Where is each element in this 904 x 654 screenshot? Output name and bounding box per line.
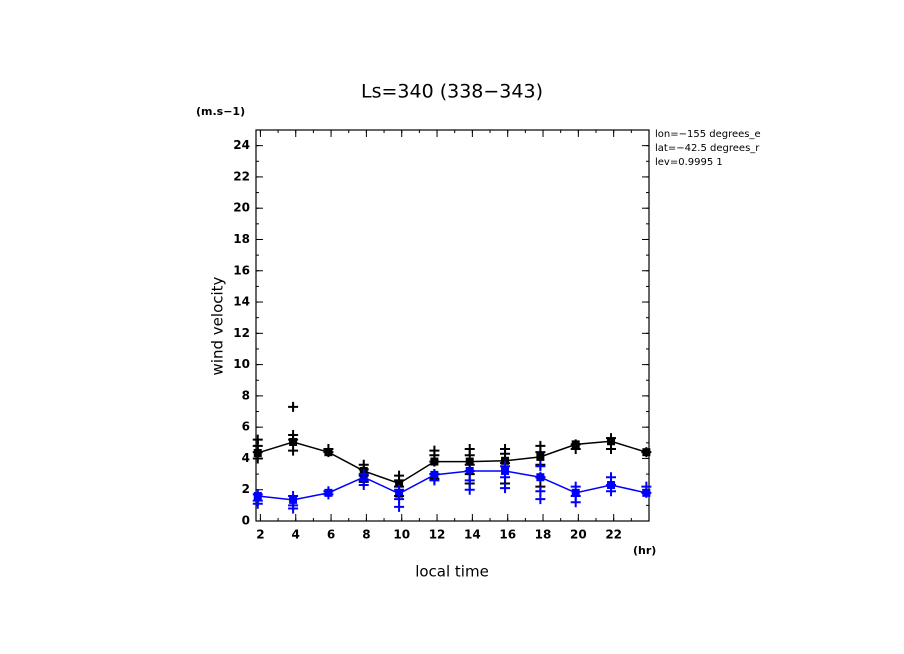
plus-marker [464, 484, 475, 495]
plus-marker [535, 461, 546, 472]
y-tick-label: 24 [233, 138, 250, 152]
y-axis-label: wind velocity [209, 276, 227, 375]
plus-marker [252, 498, 263, 509]
y-tick-label: 4 [242, 451, 250, 465]
x-tick-label: 22 [605, 528, 622, 542]
plus-marker [464, 475, 475, 486]
chart-title: Ls=340 (338−343) [361, 81, 543, 103]
plus-marker [429, 475, 440, 486]
x-tick-label: 12 [429, 528, 446, 542]
y-tick-label: 22 [233, 169, 250, 183]
plus-marker [500, 483, 511, 494]
y-tick-label: 12 [233, 326, 250, 340]
plus-marker [641, 447, 652, 458]
x-tick-label: 4 [292, 528, 300, 542]
series-line [257, 470, 647, 501]
plus-marker [500, 472, 511, 483]
series-line [257, 440, 647, 485]
x-tick-label: 16 [499, 528, 516, 542]
y-tick-label: 20 [233, 201, 250, 215]
plus-marker [535, 447, 546, 458]
y-tick-label: 10 [233, 357, 250, 371]
x-tick-label: 10 [393, 528, 410, 542]
plus-marker [570, 444, 581, 455]
plus-marker [288, 490, 299, 501]
x-tick-label: 14 [464, 528, 481, 542]
plus-marker [535, 494, 546, 505]
x-tick-label: 18 [535, 528, 552, 542]
plus-marker [288, 434, 299, 445]
plus-marker [323, 447, 334, 458]
y-tick-label: 6 [242, 420, 250, 434]
y-tick-label: 16 [233, 263, 250, 277]
y-tick-label: 0 [242, 514, 250, 528]
annotation: lon=−155 degrees_e [655, 129, 761, 140]
y-tick-label: 14 [233, 295, 250, 309]
plus-marker [570, 481, 581, 492]
y-tick-label: 8 [242, 388, 250, 402]
x-axis-label: local time [415, 563, 489, 581]
plus-marker [500, 461, 511, 472]
x-tick-label: 20 [570, 528, 587, 542]
plus-marker [429, 456, 440, 467]
plus-marker [606, 444, 617, 455]
plus-marker [464, 450, 475, 461]
plus-marker [535, 472, 546, 483]
plus-marker [606, 486, 617, 497]
plus-marker [358, 480, 369, 491]
plus-marker [464, 465, 475, 476]
plus-marker [606, 433, 617, 444]
x-tick-label: 6 [327, 528, 335, 542]
plus-marker [323, 489, 334, 500]
plus-marker [500, 448, 511, 459]
plus-marker [288, 503, 299, 514]
annotation: lev=0.9995 1 [655, 157, 723, 168]
plus-marker [570, 497, 581, 508]
plus-marker [252, 434, 263, 445]
annotation: lat=−42.5 degrees_r [655, 143, 760, 154]
y-tick-label: 2 [242, 482, 250, 496]
x-unit: (hr) [633, 544, 656, 557]
plus-marker [641, 487, 652, 498]
annotations: lon=−155 degrees_e lat=−42.5 degrees_r l… [655, 129, 761, 168]
plus-marker [288, 401, 299, 412]
plus-marker [288, 445, 299, 456]
x-tick-label: 2 [256, 528, 264, 542]
y-tick-label: 18 [233, 232, 250, 246]
x-tick-label: 8 [362, 528, 370, 542]
y-unit: (m.s−1) [196, 105, 245, 118]
plot-frame [255, 129, 650, 522]
plus-marker [394, 484, 405, 495]
plus-marker [394, 501, 405, 512]
